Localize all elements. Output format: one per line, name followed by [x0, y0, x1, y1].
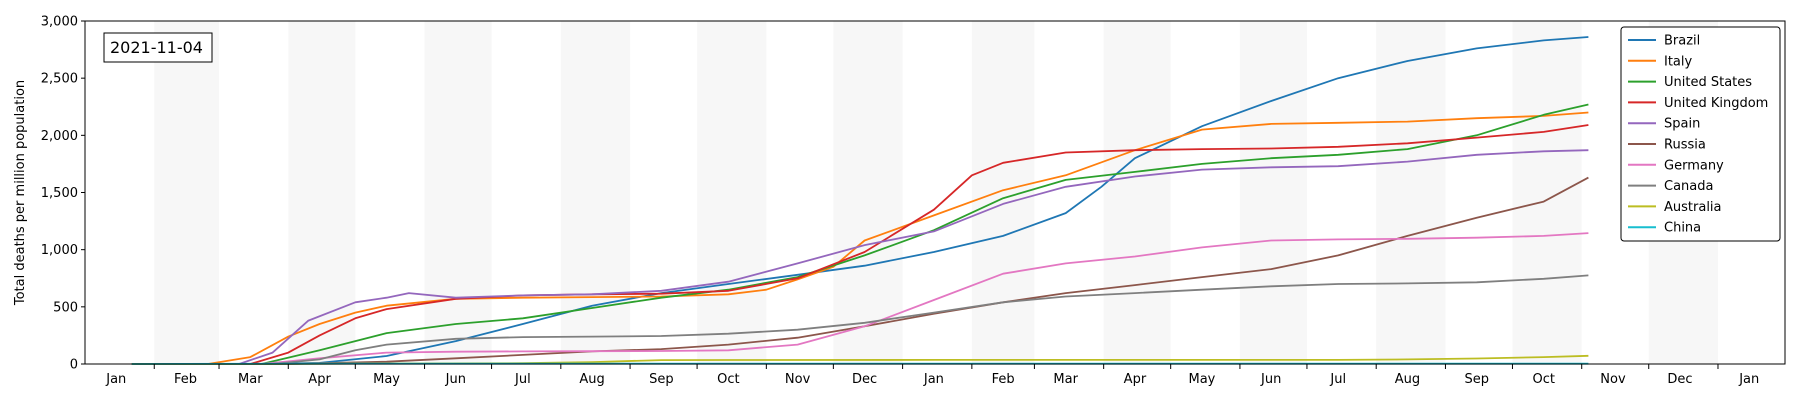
x-tick-label: Sep — [649, 372, 674, 387]
x-tick-label: Dec — [1667, 372, 1692, 387]
series-line-spain — [131, 149, 1589, 365]
series-line-germany — [131, 232, 1589, 365]
x-tick-label: Mar — [1053, 372, 1078, 387]
x-tick-label: Jun — [445, 372, 466, 387]
x-tick-label: Aug — [579, 372, 604, 387]
x-tick-label: Nov — [1600, 372, 1626, 387]
legend-label: Germany — [1664, 158, 1724, 173]
month-band — [1239, 21, 1307, 364]
x-tick-label: Jul — [514, 372, 531, 387]
month-band — [288, 21, 356, 364]
x-tick-label: Nov — [785, 372, 811, 387]
y-tick-label: 0 — [70, 358, 78, 373]
y-axis-title: Total deaths per million population — [13, 80, 28, 306]
x-axis: Jan Feb Mar Apr May Jun Jul Aug Sep Oct Nov Dec Jan F… — [105, 364, 1759, 387]
y-tick-label: 2,500 — [41, 72, 78, 87]
series-line-russia — [131, 176, 1589, 365]
legend-label: Canada — [1664, 179, 1713, 194]
legend-label: Spain — [1664, 117, 1700, 132]
month-band — [1512, 21, 1582, 364]
y-axis: 0 500 1,000 1,500 2,000 2,500 3,000 — [41, 15, 85, 373]
x-tick-label: Jul — [1329, 372, 1346, 387]
month-shading — [154, 21, 1718, 364]
series-line-united-states — [131, 103, 1589, 365]
x-tick-label: Dec — [852, 372, 877, 387]
x-tick-label: Feb — [174, 372, 197, 387]
legend-label: Italy — [1664, 54, 1693, 69]
x-tick-label: Sep — [1464, 372, 1489, 387]
x-tick-label: Apr — [308, 372, 331, 387]
legend-label: Brazil — [1664, 34, 1700, 49]
x-tick-label: Mar — [238, 372, 263, 387]
month-band — [1103, 21, 1171, 364]
legend: Brazil Italy United States United Kingdom Sp… — [1620, 26, 1781, 242]
x-tick-label: Apr — [1124, 372, 1147, 387]
x-tick-label: Jan — [105, 372, 126, 387]
series-line-brazil — [131, 36, 1589, 365]
x-tick-label: Jun — [1260, 372, 1281, 387]
series-line-canada — [131, 274, 1589, 365]
legend-label: Australia — [1664, 200, 1722, 215]
x-tick-label: Oct — [1532, 372, 1554, 387]
y-tick-label: 3,000 — [41, 15, 78, 30]
date-annotation-text: 2021-11-04 — [110, 38, 203, 57]
month-band — [1376, 21, 1446, 364]
legend-frame — [1620, 26, 1781, 242]
x-tick-label: Oct — [717, 372, 739, 387]
y-tick-label: 2,000 — [41, 129, 78, 144]
month-band — [560, 21, 631, 364]
x-tick-label: May — [1189, 372, 1216, 387]
x-tick-label: Aug — [1395, 372, 1420, 387]
y-tick-label: 500 — [53, 300, 78, 315]
legend-label: Russia — [1664, 138, 1706, 153]
month-band — [697, 21, 767, 364]
series-line-italy — [131, 111, 1589, 365]
y-tick-label: 1,500 — [41, 186, 78, 201]
legend-label: United States — [1664, 75, 1752, 90]
month-band — [833, 21, 903, 364]
legend-label: China — [1664, 221, 1701, 236]
x-tick-label: Feb — [992, 372, 1015, 387]
legend-label: United Kingdom — [1664, 96, 1768, 111]
x-tick-label: Jan — [1738, 372, 1759, 387]
y-tick-label: 1,000 — [41, 243, 78, 258]
x-tick-label: Jan — [923, 372, 944, 387]
series-line-united-kingdom — [131, 124, 1589, 365]
date-annotation: 2021-11-04 — [103, 32, 213, 63]
month-band — [424, 21, 492, 364]
x-tick-label: May — [373, 372, 400, 387]
month-band — [154, 21, 220, 364]
